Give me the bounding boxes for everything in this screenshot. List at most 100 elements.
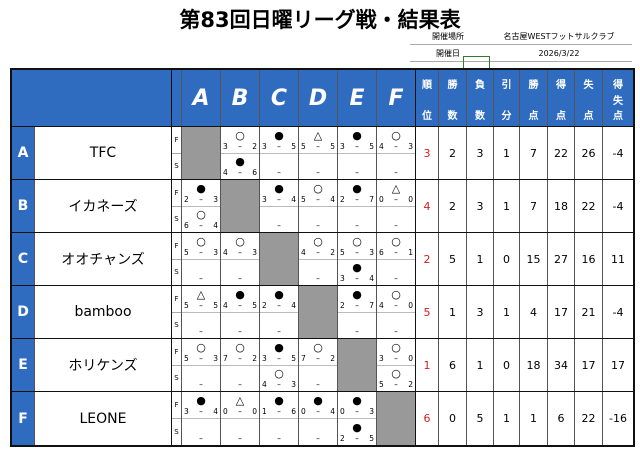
result-cell[interactable]: ● 2–4– [260,286,299,338]
second-game[interactable]: – [338,313,376,339]
result-cell[interactable]: ○ 4–3– [221,233,260,285]
first-game[interactable]: △ 0–0 [377,180,415,207]
first-game[interactable]: ○ 4–3 [221,233,259,260]
first-game[interactable]: ● 2–7 [338,286,376,313]
team-name[interactable]: イカネーズ [35,180,172,232]
first-game[interactable]: ○ 3–0 [377,339,415,366]
first-game[interactable]: ● 2–4 [260,286,298,313]
result-cell[interactable]: ○ 3–0 ○ 5–2 [377,339,416,391]
second-game[interactable]: – [182,260,220,286]
first-game[interactable]: ○ 5–3 [182,339,220,366]
self-match-cell[interactable] [299,286,338,338]
second-game[interactable]: – [260,154,298,180]
second-game[interactable]: – [338,154,376,180]
second-game[interactable]: – [299,154,337,180]
result-cell[interactable]: ○ 4–2– [299,233,338,285]
first-game[interactable]: ○ 5–3 [182,233,220,260]
result-cell[interactable]: ● 0 – 4 – [299,392,338,445]
date-value[interactable]: 2026/3/22 [538,48,580,58]
second-game[interactable]: ○ 6 – 4 [182,207,220,233]
result-cell[interactable]: ● 4–5– [221,286,260,338]
result-cell[interactable]: ○ 4–0– [377,286,416,338]
second-game[interactable]: – [377,260,415,286]
result-cell[interactable]: △ 0–0– [221,392,260,445]
result-cell[interactable]: ○ 6–1– [377,233,416,285]
first-game[interactable]: ● 2–7 [338,180,376,207]
self-match-cell[interactable] [182,127,221,179]
team-name[interactable]: TFC [35,127,172,179]
first-game[interactable]: ● 3–5 [260,339,298,366]
first-game[interactable]: ○ 7–2 [299,339,337,366]
first-game[interactable]: ● 3–4 [260,180,298,207]
first-game[interactable]: ● 3–5 [260,127,298,154]
first-game[interactable]: ○ 4–0 [377,286,415,313]
result-cell[interactable]: ● 3–5– [338,127,377,179]
first-game[interactable]: △ 5–5 [299,127,337,154]
second-game[interactable]: – [260,313,298,339]
team-name[interactable]: LEONE [35,392,172,445]
second-game[interactable]: – [260,419,298,445]
result-cell[interactable]: ○ 5–3– [182,339,221,391]
second-game[interactable]: – [299,366,337,392]
result-cell[interactable]: ○ 7–2– [299,339,338,391]
second-game[interactable]: – [299,419,337,445]
second-game[interactable]: – [182,419,220,445]
result-cell[interactable]: ○ 5–4– [299,180,338,232]
second-game[interactable]: – [377,154,415,180]
self-match-cell[interactable] [338,339,377,391]
team-name[interactable]: bamboo [35,286,172,338]
second-game[interactable]: – [182,366,220,392]
second-game[interactable]: ○ 4 – 3 [260,366,298,392]
second-game[interactable]: – [299,207,337,233]
second-game[interactable]: – [338,207,376,233]
first-game[interactable]: ● 4–5 [221,286,259,313]
result-cell[interactable]: ● 3–4– [182,392,221,445]
second-game[interactable]: – [221,419,259,445]
result-cell[interactable]: ● 2–7– [338,286,377,338]
first-game[interactable]: ○ 7–2 [221,339,259,366]
first-game[interactable]: ● 2–3 [182,180,220,207]
result-cell[interactable]: △ 0–0– [377,180,416,232]
venue-value[interactable]: 名古屋WESTフットサルクラブ [503,31,615,41]
result-cell[interactable]: ● 3–5 ○ 4–3 [260,339,299,391]
second-game[interactable]: – [221,313,259,339]
result-cell[interactable]: ● 3–4– [260,180,299,232]
result-cell[interactable]: ○ 5–3– [182,233,221,285]
second-game[interactable]: – [377,207,415,233]
result-cell[interactable]: ○ 4–3– [377,127,416,179]
self-match-cell[interactable] [377,392,416,445]
second-game[interactable]: – [299,260,337,286]
result-cell[interactable]: △ 5–5– [299,127,338,179]
first-game[interactable]: ○ 6–1 [377,233,415,260]
result-cell[interactable]: △ 5–5– [182,286,221,338]
team-name[interactable]: オオチャンズ [35,233,172,285]
team-name[interactable]: ホリケンズ [35,339,172,391]
first-game[interactable]: △ 0–0 [221,392,259,419]
first-game[interactable]: ○ 5–3 [338,233,376,260]
result-cell[interactable]: ○ 7–2– [221,339,260,391]
second-game[interactable]: – [377,313,415,339]
second-game[interactable]: ○ 5 – 2 [377,366,415,392]
second-game[interactable]: ● 4 – 6 [221,154,259,180]
second-game[interactable]: ● 3 – 4 [338,260,376,286]
result-cell[interactable]: ● 3–5– [260,127,299,179]
first-game[interactable]: ○ 4–2 [299,233,337,260]
second-game[interactable]: – [182,313,220,339]
first-game[interactable]: ○ 5–4 [299,180,337,207]
result-cell[interactable]: ● 2–7– [338,180,377,232]
first-game[interactable]: ● 0 – 4 [299,392,337,419]
second-game[interactable]: – [260,207,298,233]
result-cell[interactable]: ○ 5–3 ● 3–4 [338,233,377,285]
first-game[interactable]: ● 3–4 [182,392,220,419]
self-match-cell[interactable] [260,233,299,285]
first-game[interactable]: △ 5–5 [182,286,220,313]
result-cell[interactable]: ● 1 – 6 – [260,392,299,445]
result-cell[interactable]: ○ 3–2 ● 4–6 [221,127,260,179]
first-game[interactable]: ○ 3–2 [221,127,259,154]
result-cell[interactable]: ● 0 – 3 ● 2 – 5 [338,392,377,445]
first-game[interactable]: ○ 4–3 [377,127,415,154]
second-game[interactable]: – [221,366,259,392]
second-game[interactable]: ● 2 – 5 [338,419,376,445]
result-cell[interactable]: ● 2–3 ○ 6–4 [182,180,221,232]
first-game[interactable]: ● 3–5 [338,127,376,154]
